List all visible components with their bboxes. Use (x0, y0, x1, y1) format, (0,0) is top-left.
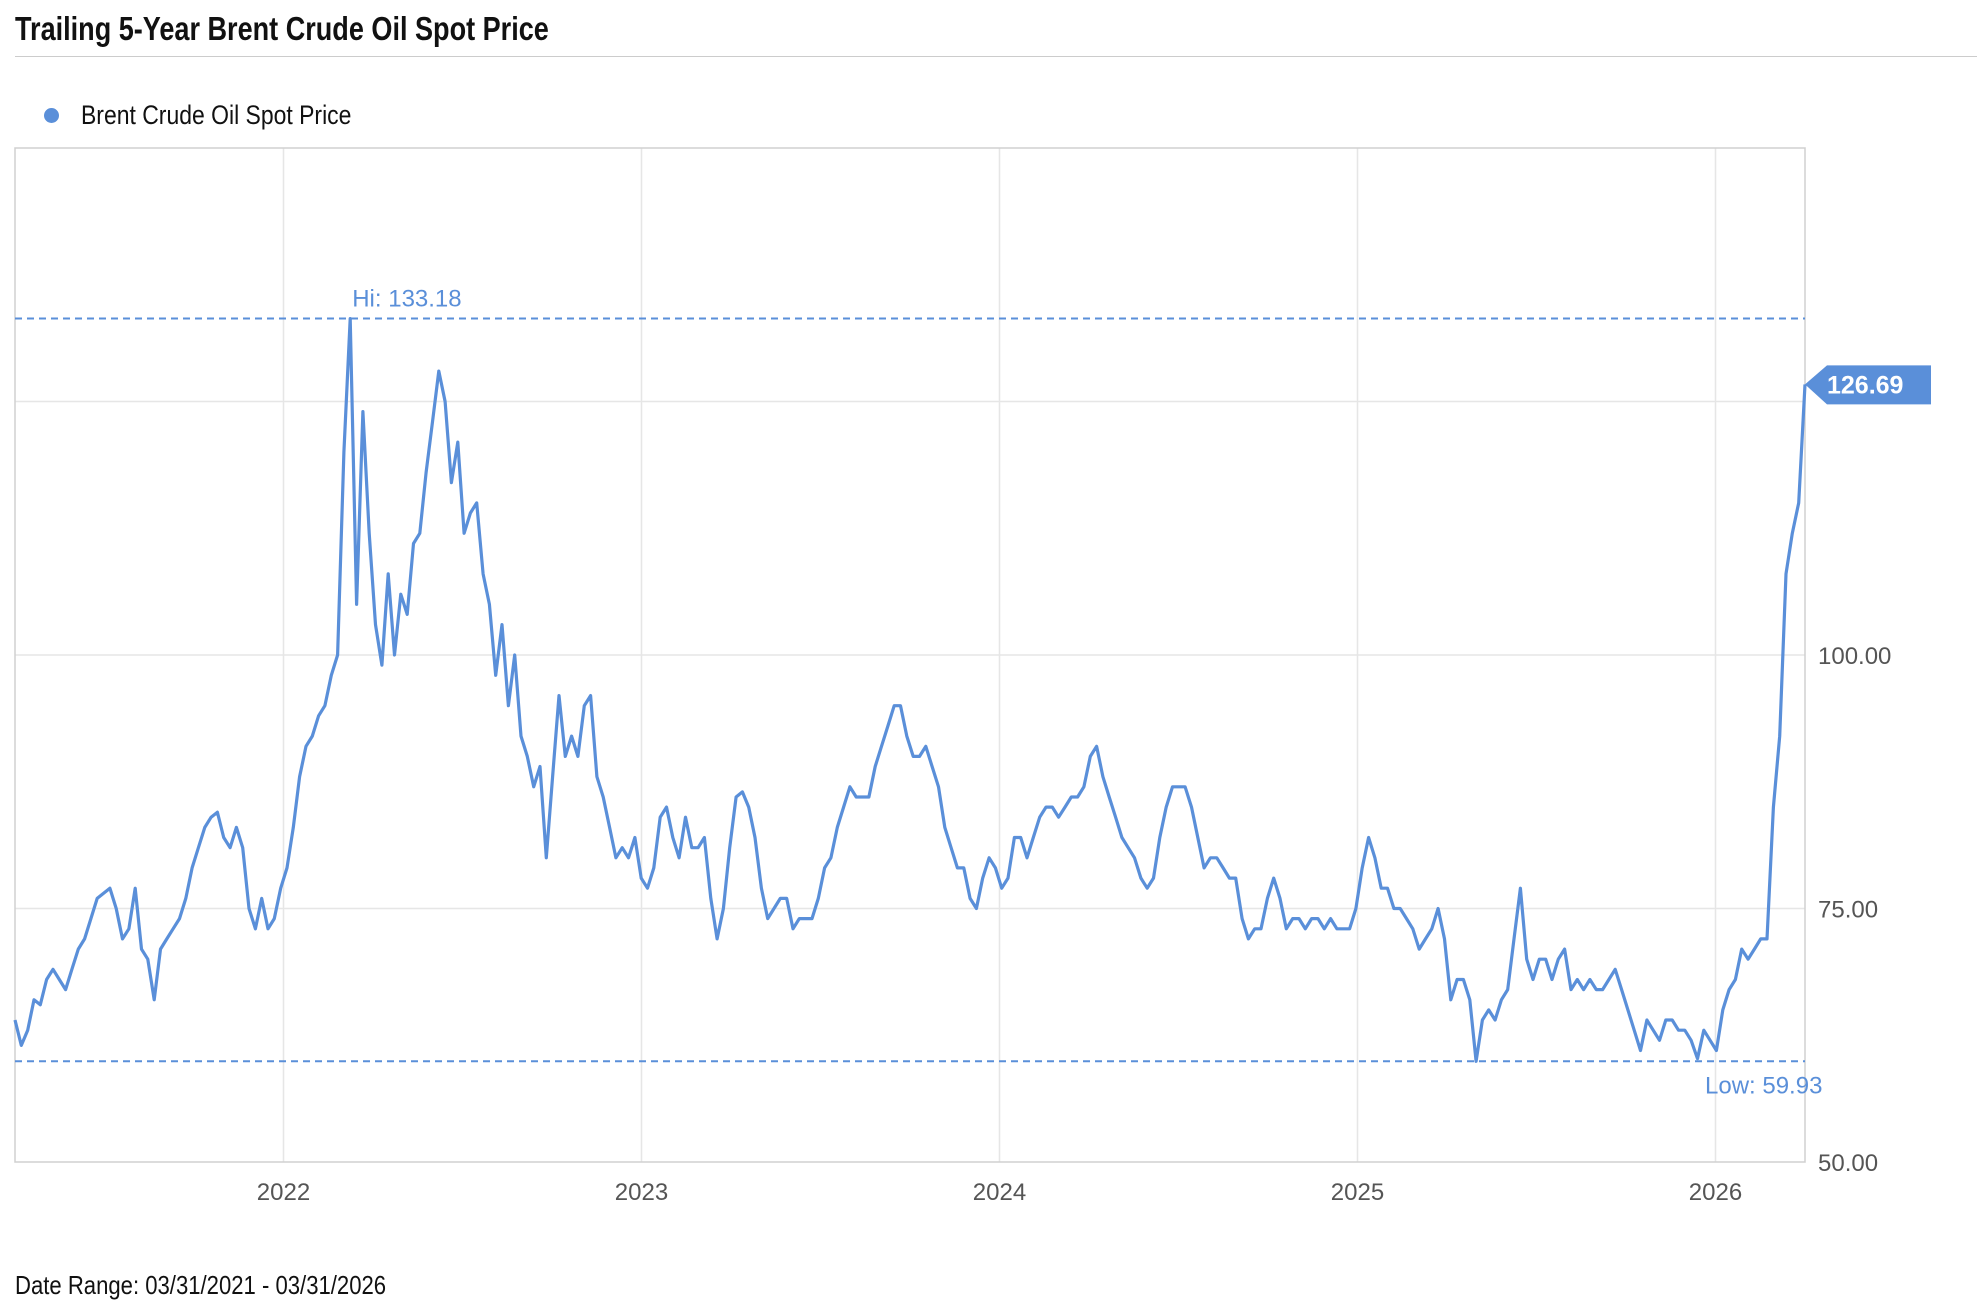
y-tick-label: 75.00 (1818, 897, 1878, 924)
title-divider (15, 56, 1977, 57)
hi-annotation: Hi: 133.18 (352, 286, 461, 313)
x-tick-label: 2026 (1689, 1179, 1742, 1206)
low-annotation: Low: 59.93 (1705, 1072, 1822, 1099)
y-tick-label: 50.00 (1818, 1150, 1878, 1177)
x-axis: 2022 2023 2024 2025 2026 (257, 1179, 1742, 1206)
date-range: Date Range: 03/31/2021 - 03/31/2026 (15, 1270, 387, 1300)
y-axis: 100.00 75.00 50.00 (1818, 643, 1891, 1177)
series-line-brent (13, 317, 1807, 1063)
legend[interactable]: Brent Crude Oil Spot Price (44, 100, 399, 131)
x-tick-label: 2025 (1331, 1179, 1384, 1206)
x-tick-label: 2024 (973, 1179, 1026, 1206)
chart-title: Trailing 5-Year Brent Crude Oil Spot Pri… (15, 10, 549, 47)
plot-frame (14, 147, 1806, 1163)
legend-marker-icon (44, 108, 59, 123)
y-tick-label: 100.00 (1818, 643, 1891, 670)
grid (15, 148, 1805, 1162)
x-tick-label: 2023 (615, 1179, 668, 1206)
x-tick-label: 2022 (257, 1179, 310, 1206)
legend-label: Brent Crude Oil Spot Price (81, 100, 352, 130)
last-value-label: 126.69 (1827, 371, 1903, 399)
last-value-tag (1805, 365, 1931, 405)
